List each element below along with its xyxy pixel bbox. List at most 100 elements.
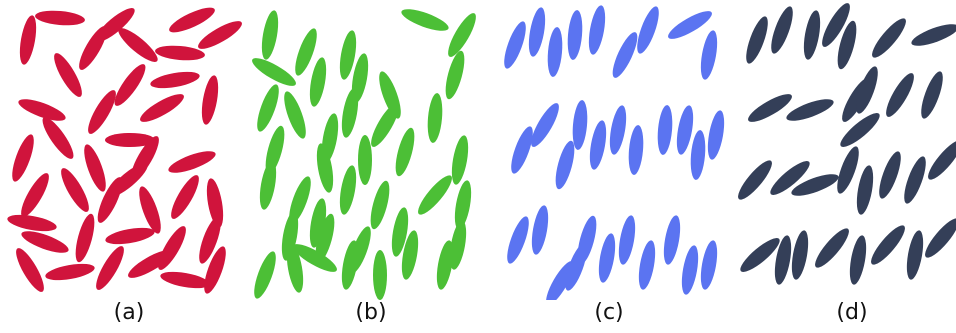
panel-c-ellipse (690, 130, 706, 180)
panel-b-ellipse (370, 180, 390, 230)
panel-d-tilted (738, 3, 956, 285)
panel-a-ellipse (88, 90, 116, 134)
panel-d-ellipse (822, 3, 850, 47)
panel-c-ellipse (588, 5, 606, 55)
panel-a-ellipse (18, 99, 66, 121)
panel-a-ellipse (84, 144, 106, 192)
panel-b-ellipse (259, 160, 277, 210)
panel-a-ellipse (42, 117, 74, 159)
panel-b-ellipse (341, 88, 359, 138)
panel-b-ellipse (436, 240, 454, 290)
panel-c-ellipse (504, 21, 526, 69)
panel-c-ellipse (668, 11, 712, 39)
panel-c-ellipse (577, 215, 597, 265)
panel-b-ellipse (418, 175, 452, 215)
panel-c-smectic (504, 5, 725, 300)
panel-a-ellipse (140, 94, 184, 122)
panel-b-ellipse (252, 58, 296, 86)
panel-a-ellipse (201, 75, 219, 125)
panel-d-ellipse (786, 99, 834, 121)
panel-d-ellipse (879, 151, 901, 199)
panel-b-ellipse (309, 57, 327, 107)
panel-b-ellipse (395, 127, 415, 177)
panel-b-ellipse (451, 135, 469, 185)
panel-c-ellipse (663, 215, 681, 265)
panel-b-ellipse (254, 251, 276, 299)
panel-d-ellipse (748, 94, 792, 122)
panel-a-ellipse (206, 178, 224, 228)
panel-b-ellipse (315, 213, 335, 263)
panel-a-ellipse (171, 175, 199, 219)
panel-c-ellipse (618, 215, 636, 265)
panel-b-ellipse (373, 250, 387, 300)
ellipse-panels (7, 3, 956, 300)
panel-a-ellipse (35, 10, 85, 26)
panel-d-ellipse (856, 66, 878, 114)
panel-c-label: (c) (594, 300, 624, 325)
panel-a-ellipse (16, 248, 44, 292)
panel-a-ellipse (7, 214, 57, 232)
panel-c-ellipse (531, 103, 559, 147)
panel-b-ellipse (448, 13, 476, 57)
panel-d-ellipse (791, 174, 839, 196)
panel-a-ellipse (75, 213, 95, 263)
panel-d-ellipse (856, 165, 874, 215)
panel-d-ellipse (904, 156, 926, 204)
panel-b-ellipse (293, 244, 337, 272)
panel-d-ellipse (837, 20, 857, 70)
panel-a-ellipse (150, 71, 200, 89)
panel-c-ellipse (657, 105, 673, 155)
panel-b-ellipse (401, 230, 419, 280)
panel-b-ellipse (401, 9, 449, 31)
panel-a-ellipse (168, 151, 216, 173)
panel-a-ellipse (169, 7, 215, 33)
panel-b-label: (b) (355, 300, 387, 325)
panel-b-ellipse (257, 84, 279, 132)
panel-a-ellipse (12, 134, 34, 182)
panel-d-ellipse (746, 16, 768, 64)
panel-a-ellipse (19, 15, 37, 65)
panel-b-ellipse (295, 28, 317, 76)
panel-a-ellipse (198, 21, 242, 49)
panel-d-ellipse (771, 6, 793, 54)
panel-d-ellipse (886, 73, 914, 117)
panel-d-ellipse (928, 140, 956, 180)
panel-c-ellipse (700, 30, 718, 80)
panel-a-ellipse (105, 227, 155, 245)
panel-c-ellipse (528, 7, 546, 57)
panel-d-ellipse (906, 230, 924, 280)
panel-a-ellipse (79, 26, 107, 70)
panel-c-ellipse (511, 126, 533, 174)
panel-c-ellipse (681, 245, 699, 295)
panel-a-ellipse (199, 216, 221, 264)
panel-b-ellipse (286, 243, 304, 293)
panel-b-ellipse (454, 180, 472, 230)
panel-a-ellipse (114, 64, 146, 106)
panel-a-ellipse (61, 168, 89, 212)
panel-b-nematic (252, 9, 476, 300)
panel-d-ellipse (815, 228, 849, 268)
panel-a-random (7, 7, 242, 294)
panel-d-ellipse (738, 160, 772, 200)
panel-d-ellipse (837, 146, 859, 194)
panel-c-ellipse (546, 261, 574, 300)
panel-c-ellipse (637, 6, 659, 54)
panel-a-ellipse (160, 271, 210, 289)
panel-c-ellipse (700, 240, 718, 290)
panel-c-ellipse (707, 110, 725, 160)
panel-a-ellipse (118, 28, 158, 62)
panel-c-ellipse (572, 100, 588, 150)
panel-c-ellipse (628, 125, 644, 175)
panel-a-ellipse (128, 250, 172, 278)
panel-d-ellipse (921, 71, 943, 119)
panel-d-ellipse (791, 230, 809, 280)
panel-b-ellipse (284, 91, 306, 139)
panel-d-ellipse (925, 218, 956, 258)
panel-b-ellipse (358, 135, 372, 185)
panel-c-ellipse (598, 233, 616, 283)
panel-d-ellipse (740, 238, 780, 272)
panel-a-ellipse (21, 173, 49, 217)
panel-a-label: (a) (113, 300, 145, 325)
panel-c-ellipse (589, 120, 607, 170)
